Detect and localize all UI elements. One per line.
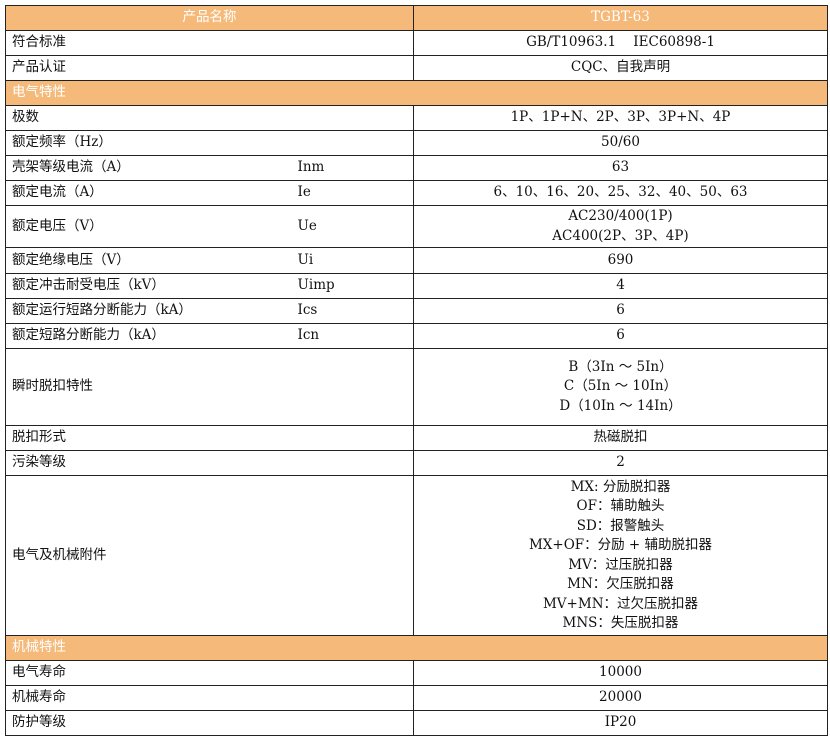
table-row: 额定绝缘电压（V） Ui 690 [5,247,828,274]
value-line: MN：欠压脱扣器 [567,576,674,592]
value-line: C（5In ～ 10In） [563,378,678,395]
row-symbol [295,348,414,426]
value-line: D（10In ～ 14In） [559,397,682,414]
row-symbol: Uimp [295,273,414,299]
value-line: MV：过压脱扣器 [568,556,673,573]
row-label: 防护等级 [5,710,414,736]
value-line: 50/60 [601,134,640,151]
row-symbol: Inm [295,155,414,181]
row-symbol [295,425,414,451]
section-title: 机械特性 [5,635,828,661]
section-title: 电气特性 [5,80,828,106]
table-row: 符合标准 GB/T10963.1 IEC60898-1 [5,30,828,56]
header-model: TGBT-63 [413,5,828,31]
row-value: 1P、1P+N、2P、3P、3P+N、4P [413,105,828,131]
row-label: 机械寿命 [5,685,414,711]
table-row: 污染等级 2 [5,450,828,476]
value-line: 热磁脱扣 [593,429,648,446]
table-row: 脱扣形式 热磁脱扣 [5,425,828,451]
table-row: 额定电压（V） Ue AC230/400(1P) AC400(2P、3P、4P) [5,205,828,248]
table-row: 电气及机械附件 MX: 分励脱扣器 OF：辅助触头 SD：报警触头 MX+OF：分励 +… [5,475,828,636]
value-line: 6 [616,302,625,319]
value-line: MX+OF：分励 + 辅助脱扣器 [528,537,713,553]
value-line: 6、10、16、20、25、32、40、50、63 [493,184,748,201]
row-label: 额定运行短路分断能力（kA） [5,298,296,324]
row-label: 电气寿命 [5,660,414,686]
table-row: 防护等级 IP20 [5,710,828,736]
row-label: 产品认证 [5,55,414,81]
row-value: 20000 [413,685,828,711]
row-label: 极数 [5,105,296,131]
row-label: 污染等级 [5,450,296,476]
value-line: 2 [616,454,625,471]
row-value: 63 [413,155,828,181]
row-label: 电气及机械附件 [5,475,296,636]
row-value: 4 [413,273,828,299]
table-row: 机械寿命 20000 [5,685,828,711]
value-line: 690 [607,251,634,268]
row-label: 符合标准 [5,30,414,56]
row-value: AC230/400(1P) AC400(2P、3P、4P) [413,205,828,248]
row-value: 2 [413,450,828,476]
table-row: 产品认证 CQC、自我声明 [5,55,828,81]
table-row: 瞬时脱扣特性 B（3In ～ 5In） C（5In ～ 10In） D（10In ～ … [5,348,828,426]
value-line: OF：辅助触头 [576,498,665,514]
row-value: IP20 [413,710,828,736]
row-label: 额定冲击耐受电压（kV） [5,273,296,299]
header-name: 产品名称 [5,5,414,31]
row-symbol [295,105,414,131]
row-value: 50/60 [413,130,828,156]
row-value: GB/T10963.1 IEC60898-1 [413,30,828,56]
table-row: 额定频率（Hz） 50/60 [5,130,828,156]
table-row: 极数 1P、1P+N、2P、3P、3P+N、4P [5,105,828,131]
row-value: 6 [413,298,828,324]
row-value: MX: 分励脱扣器 OF：辅助触头 SD：报警触头 MX+OF：分励 + 辅助脱扣器 M… [413,475,828,636]
row-symbol: Icn [295,323,414,349]
row-symbol [295,130,414,156]
value-line: MX: 分励脱扣器 [570,478,671,495]
section-row: 电气特性 [5,80,828,106]
section-row: 机械特性 [5,635,828,661]
row-label: 额定绝缘电压（V） [5,247,296,274]
row-value: 10000 [413,660,828,686]
row-symbol [295,475,414,636]
value-line: 6 [616,327,625,344]
row-value: 690 [413,247,828,274]
row-symbol: Ui [295,247,414,274]
row-label: 脱扣形式 [5,425,296,451]
value-line: 63 [611,159,630,176]
row-label: 额定电流（A） [5,180,296,206]
row-value: CQC、自我声明 [413,55,828,81]
row-label: 瞬时脱扣特性 [5,348,296,426]
value-line: B（3In ～ 5In） [568,358,673,375]
value-line: AC230/400(1P) [568,208,673,224]
value-line: MNS：失压脱扣器 [562,615,679,631]
table-row: 额定电流（A） Ie 6、10、16、20、25、32、40、50、63 [5,180,828,206]
row-label: 壳架等级电流（A） [5,155,296,181]
row-label: 额定电压（V） [5,205,296,248]
row-value: 6、10、16、20、25、32、40、50、63 [413,180,828,206]
row-value: 6 [413,323,828,349]
row-value: 热磁脱扣 [413,425,828,451]
table-row: 额定短路分断能力（kA） Icn 6 [5,323,828,349]
table-row: 额定冲击耐受电压（kV） Uimp 4 [5,273,828,299]
table-row: 壳架等级电流（A） Inm 63 [5,155,828,181]
header-row: 产品名称 TGBT-63 [5,5,828,31]
row-symbol: Ue [295,205,414,248]
row-value: B（3In ～ 5In） C（5In ～ 10In） D（10In ～ 14In） [413,348,828,426]
spec-table: 产品名称 TGBT-63 符合标准 GB/T10963.1 IEC60898-1 产… [5,5,828,736]
value-line: AC400(2P、3P、4P) [552,227,689,244]
row-symbol: Ie [295,180,414,206]
row-label: 额定频率（Hz） [5,130,296,156]
value-line: 4 [616,277,625,294]
row-symbol [295,450,414,476]
value-line: SD：报警触头 [576,517,665,534]
value-line: 1P、1P+N、2P、3P、3P+N、4P [510,109,731,126]
row-label: 额定短路分断能力（kA） [5,323,296,349]
row-symbol: Ics [295,298,414,324]
table-row: 额定运行短路分断能力（kA） Ics 6 [5,298,828,324]
value-line: MV+MN：过欠压脱扣器 [542,595,699,612]
table-row: 电气寿命 10000 [5,660,828,686]
